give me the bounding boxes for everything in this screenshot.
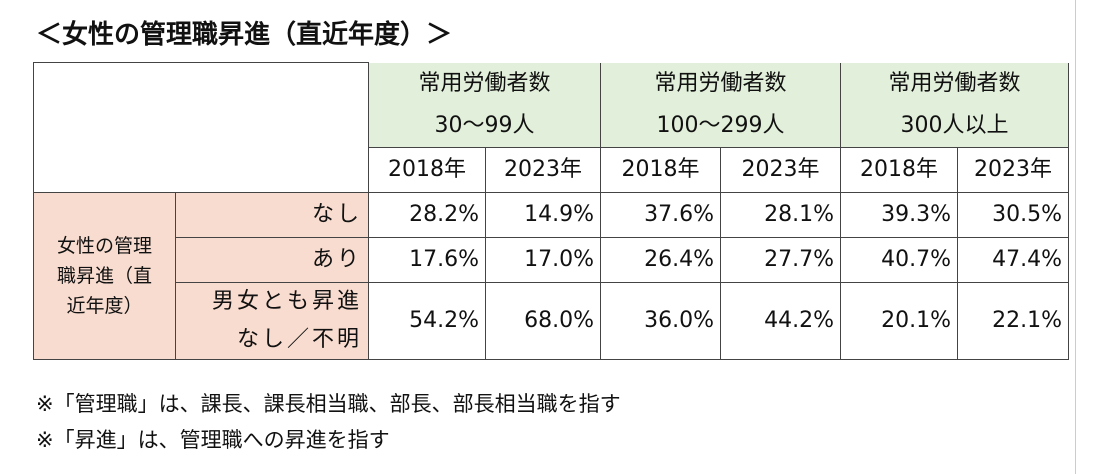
group-size: 30〜99人 [367, 104, 602, 148]
value-cell: 54.2% [368, 281, 486, 360]
year-header: 2018年 [368, 146, 486, 193]
value-cell: 22.1% [957, 281, 1070, 360]
value-cell: 27.7% [720, 236, 842, 283]
year-header: 2018年 [600, 146, 722, 193]
value-cell: 40.7% [840, 236, 959, 283]
value-cell: 37.6% [600, 191, 722, 238]
value-cell: 47.4% [957, 236, 1070, 283]
year-header: 2023年 [720, 146, 842, 193]
row-label-line: あり [311, 246, 362, 272]
data-row: 男女とも昇進なし／不明 54.2% 68.0% 36.0% 44.2% 20.1% 22.1… [34, 281, 1070, 360]
note: ※「昇進」は、管理職への昇進を指す [36, 428, 390, 452]
group-size: 300人以上 [840, 104, 1070, 148]
note: ※「管理職」は、課長、課長相当職、部長、部長相当職を指す [36, 392, 621, 416]
row-label: 男女とも昇進なし／不明 [175, 281, 369, 360]
corner-cell [33, 62, 369, 193]
row-label-line: 男女とも昇進 [211, 288, 362, 314]
value-cell: 39.3% [840, 191, 959, 238]
value-cell: 36.0% [600, 281, 722, 360]
value-cell: 28.1% [720, 191, 842, 238]
header-row: 常用労働者数 常用労働者数 常用労働者数 [33, 62, 1070, 193]
year-header: 2023年 [957, 146, 1070, 193]
group-header: 常用労働者数 [600, 62, 842, 105]
group-header: 常用労働者数 [367, 62, 602, 105]
header-row: 30〜99人 100〜299人 300人以上 [34, 104, 1070, 148]
data-row: あり 17.6% 17.0% 26.4% 27.7% 40.7% 47.4% [34, 236, 1070, 283]
group-header: 常用労働者数 [840, 62, 1070, 105]
row-label-line: なし／不明 [236, 326, 362, 352]
row-group-label: 女性の管理職昇進（直近年度） [33, 191, 176, 360]
edge-line [1075, 0, 1076, 474]
data-row: 女性の管理職昇進（直近年度） なし 28.2% 14.9% 37.6% 28.1% 39.3… [33, 191, 1070, 360]
row-label-line: なし [311, 201, 362, 227]
table: 常用労働者数 常用労働者数 常用労働者数 30〜99人 100〜299人 300人以上 20… [33, 62, 1070, 360]
value-cell: 30.5% [957, 191, 1070, 238]
value-cell: 68.0% [484, 281, 602, 360]
row-label: あり [175, 236, 369, 283]
value-cell: 26.4% [600, 236, 722, 283]
value-cell: 20.1% [840, 281, 959, 360]
value-cell: 44.2% [720, 281, 842, 360]
year-header: 2023年 [484, 146, 602, 193]
row-label: なし [175, 191, 369, 238]
value-cell: 28.2% [368, 191, 486, 238]
value-cell: 17.0% [484, 236, 602, 283]
value-cell: 17.6% [368, 236, 486, 283]
group-size: 100〜299人 [600, 104, 842, 148]
value-cell: 14.9% [484, 191, 602, 238]
year-header: 2018年 [840, 146, 959, 193]
title: ＜女性の管理職昇進（直近年度）＞ [36, 20, 453, 50]
